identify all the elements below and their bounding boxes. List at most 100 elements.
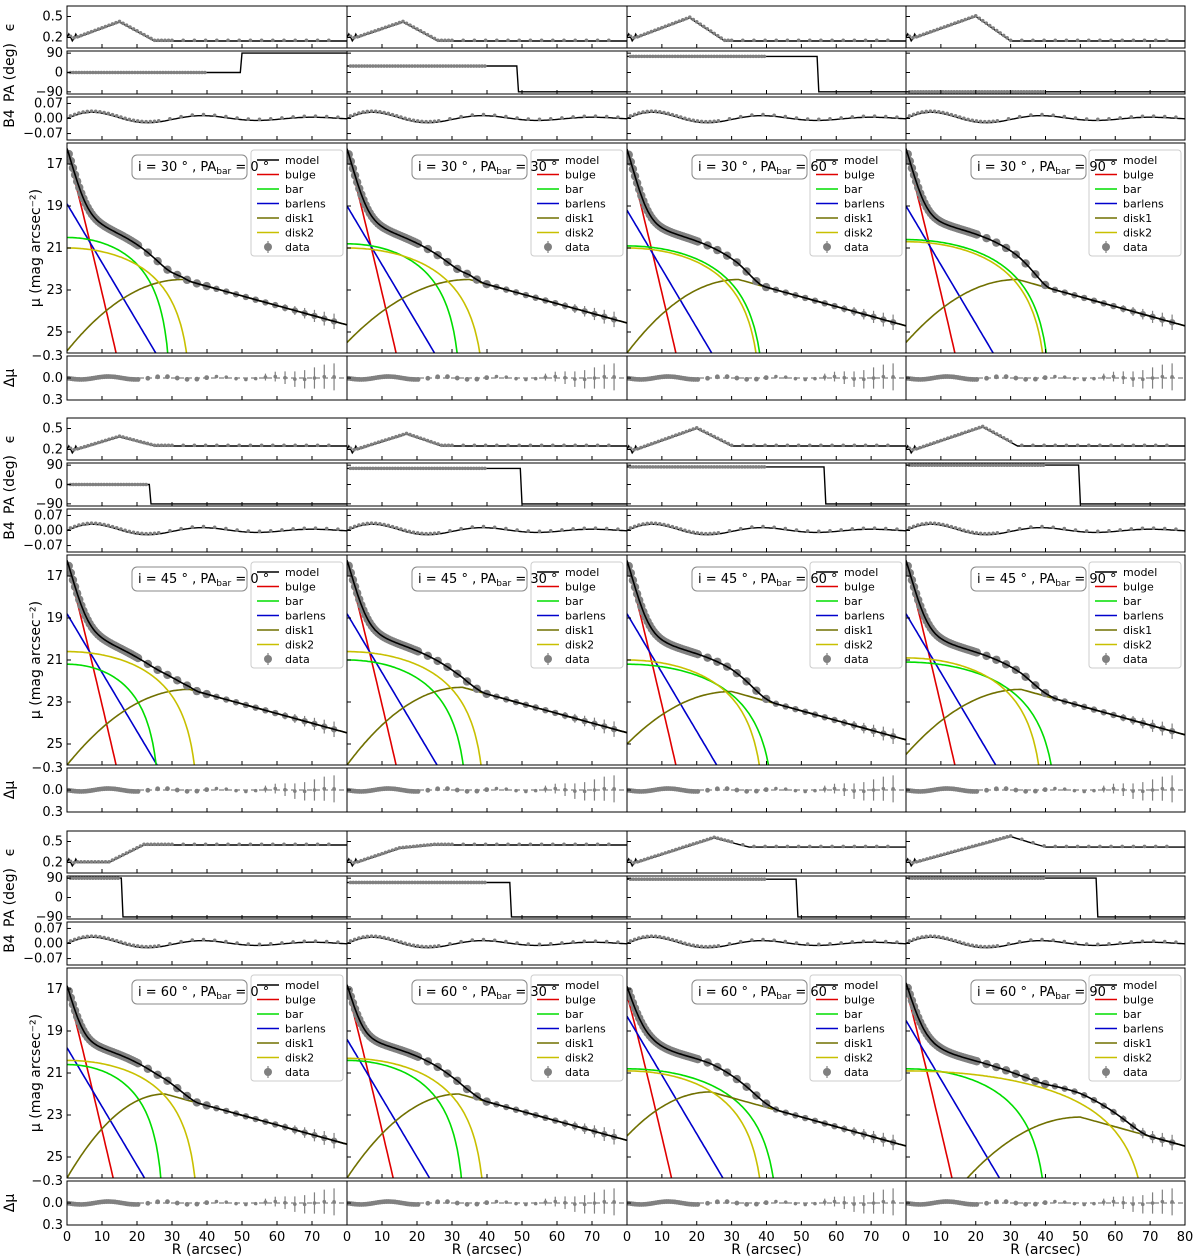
data-point (637, 111, 641, 115)
legend (1088, 149, 1182, 257)
data-point (494, 374, 499, 379)
x-tick-label: 80 (1177, 1230, 1194, 1245)
data-point (872, 526, 877, 530)
data-point (657, 109, 662, 114)
data-point (662, 877, 666, 882)
data-point (985, 90, 990, 94)
data-point (1041, 463, 1046, 467)
data-point (212, 938, 217, 943)
data-point (716, 944, 721, 948)
plot-area (627, 148, 906, 353)
data-point (291, 940, 295, 944)
data-point (401, 64, 406, 68)
data-point (774, 1199, 778, 1204)
data-point (924, 876, 929, 880)
data-point (991, 838, 995, 843)
data-point (378, 934, 382, 939)
data-point (705, 431, 710, 435)
data-point (1005, 835, 1009, 839)
legend (530, 561, 624, 669)
data-point (445, 786, 450, 792)
data-point (705, 26, 710, 31)
data-point (235, 116, 239, 120)
data-point (985, 876, 990, 880)
panel-tag-box (691, 154, 808, 180)
data-point (935, 439, 940, 444)
data-point (687, 877, 691, 882)
data-point (373, 109, 378, 114)
data-point (670, 937, 675, 942)
series-model (347, 881, 627, 918)
data-point (918, 33, 922, 38)
data-point (1036, 876, 1040, 880)
legend (809, 561, 903, 669)
data-point (731, 877, 736, 882)
data-point (1098, 844, 1102, 849)
data-point (984, 375, 989, 381)
data-point (953, 526, 958, 530)
data-point (138, 70, 143, 75)
data-point (1010, 876, 1015, 880)
data-point (683, 116, 687, 121)
data-point (411, 943, 416, 948)
data-point (399, 115, 403, 119)
data-point (918, 859, 922, 863)
data-point (418, 466, 423, 471)
data-point (719, 36, 723, 40)
data-point (571, 115, 575, 119)
data-point (82, 482, 87, 487)
y-axis-label: PA (deg) (2, 43, 18, 102)
data-point (763, 1200, 769, 1206)
series-model (347, 433, 627, 455)
data-point (463, 466, 468, 471)
data-point (952, 876, 956, 880)
data-point (396, 880, 400, 885)
data-point (107, 876, 112, 880)
data-point (435, 374, 441, 380)
y-tick-label: −0.07 (23, 952, 63, 967)
data-point (974, 1202, 980, 1207)
data-point (133, 482, 137, 487)
series-barlens (906, 205, 995, 353)
data-point (1036, 463, 1040, 467)
data-point (116, 482, 120, 487)
data-point (373, 441, 377, 446)
x-tick-label: 20 (409, 1230, 426, 1245)
data-point (429, 439, 433, 444)
legend-label-model: model (565, 154, 599, 167)
data-point (190, 938, 195, 942)
data-point (674, 433, 678, 438)
data-point (745, 877, 750, 882)
plot-area (347, 19, 627, 43)
data-point (726, 877, 730, 882)
data-point (935, 90, 940, 94)
data-point (722, 838, 727, 842)
data-point (179, 939, 183, 944)
data-point (159, 443, 164, 448)
data-point (705, 1200, 710, 1206)
data-point (404, 431, 409, 436)
y-tick-label: 0.5 (42, 835, 63, 850)
series-model (67, 523, 347, 536)
data-point (701, 838, 706, 843)
data-point (425, 787, 431, 793)
data-point (969, 463, 973, 467)
data-point (970, 15, 975, 19)
data-point (234, 788, 238, 793)
data-point (830, 844, 834, 849)
data-point (681, 430, 685, 435)
legend-label-bulge: bulge (565, 581, 596, 594)
data-point (422, 30, 426, 35)
data-point (649, 934, 654, 938)
data-point (1040, 937, 1044, 942)
data-point (336, 115, 340, 119)
series-model (906, 15, 1185, 43)
data-point (386, 936, 391, 941)
data-point (429, 842, 433, 847)
data-point (641, 522, 645, 526)
data-point (244, 1202, 248, 1207)
data-point (744, 1201, 750, 1207)
legend-label-barlens: barlens (285, 1023, 326, 1036)
plot-area (906, 14, 1185, 43)
